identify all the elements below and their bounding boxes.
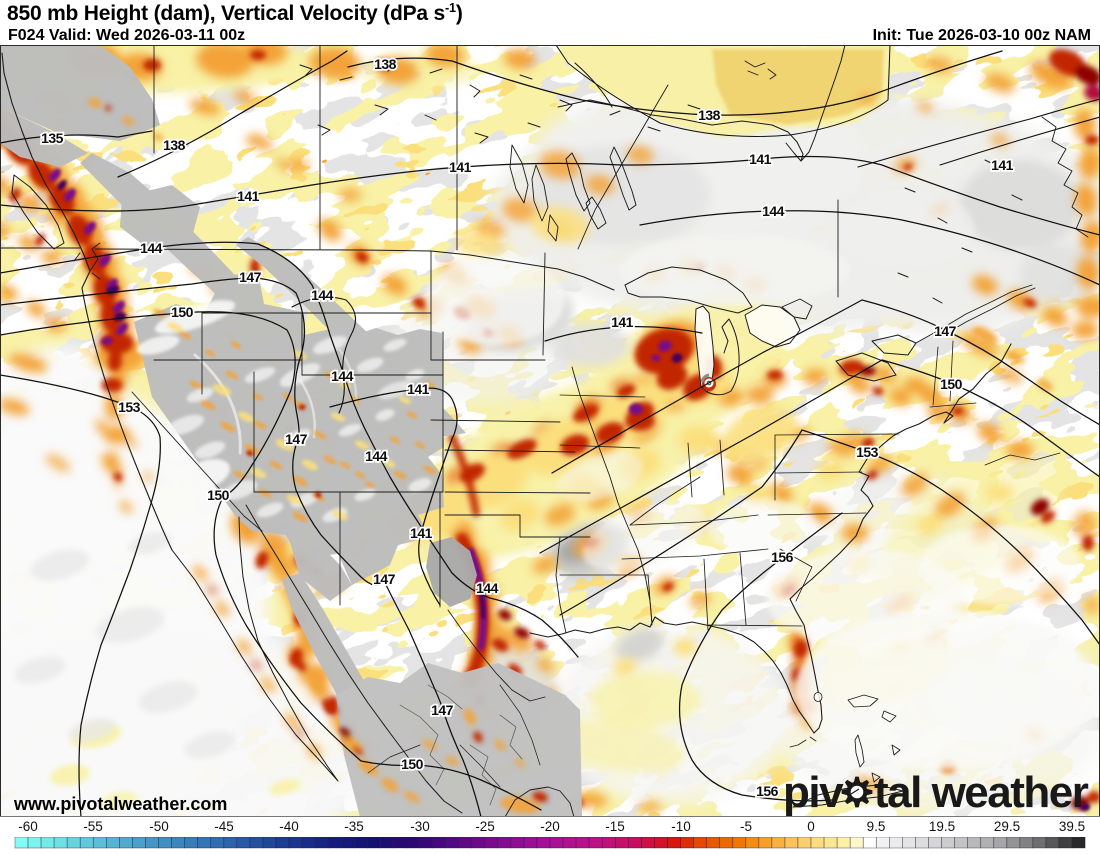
svg-text:144: 144 [331,368,354,384]
svg-text:piv: piv [783,768,844,817]
svg-text:144: 144 [762,203,785,219]
svg-text:www.pivotalweather.com: www.pivotalweather.com [13,794,227,814]
svg-text:138: 138 [163,137,186,153]
svg-text:147: 147 [285,431,308,447]
svg-text:141: 141 [407,381,430,397]
svg-text:144: 144 [365,448,388,464]
svg-text:144: 144 [311,287,334,303]
svg-text:147: 147 [373,571,396,587]
svg-text:150: 150 [401,756,424,772]
svg-text:156: 156 [756,783,779,799]
svg-text:147: 147 [934,323,957,339]
svg-text:153: 153 [856,444,879,460]
svg-text:144: 144 [140,240,163,256]
svg-text:147: 147 [431,702,454,718]
svg-text:141: 141 [410,525,433,541]
svg-text:153: 153 [118,399,141,415]
svg-text:150: 150 [207,487,230,503]
svg-text:138: 138 [374,56,397,72]
svg-text:156: 156 [771,549,794,565]
svg-text:147: 147 [239,269,262,285]
svg-text:141: 141 [449,159,472,175]
svg-text:150: 150 [171,304,194,320]
svg-text:141: 141 [611,314,634,330]
svg-text:141: 141 [237,188,260,204]
svg-text:tal weather: tal weather [874,768,1089,817]
svg-text:144: 144 [476,580,499,596]
svg-text:141: 141 [749,151,772,167]
svg-text:135: 135 [41,130,64,146]
svg-text:150: 150 [940,376,963,392]
svg-text:138: 138 [698,107,721,123]
svg-text:141: 141 [991,157,1014,173]
